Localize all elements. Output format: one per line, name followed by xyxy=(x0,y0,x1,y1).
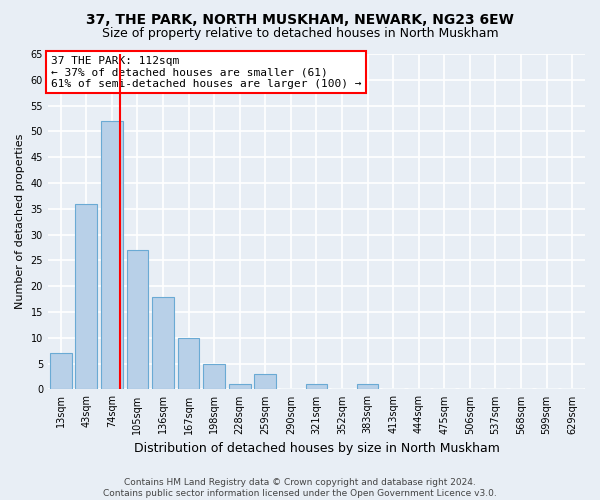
Text: Size of property relative to detached houses in North Muskham: Size of property relative to detached ho… xyxy=(101,28,499,40)
X-axis label: Distribution of detached houses by size in North Muskham: Distribution of detached houses by size … xyxy=(134,442,499,455)
Bar xyxy=(178,338,199,390)
Bar xyxy=(50,354,71,390)
Bar xyxy=(305,384,328,390)
Bar xyxy=(203,364,225,390)
Text: Contains HM Land Registry data © Crown copyright and database right 2024.
Contai: Contains HM Land Registry data © Crown c… xyxy=(103,478,497,498)
Text: 37, THE PARK, NORTH MUSKHAM, NEWARK, NG23 6EW: 37, THE PARK, NORTH MUSKHAM, NEWARK, NG2… xyxy=(86,12,514,26)
Text: 37 THE PARK: 112sqm
← 37% of detached houses are smaller (61)
61% of semi-detach: 37 THE PARK: 112sqm ← 37% of detached ho… xyxy=(50,56,361,89)
Bar xyxy=(229,384,251,390)
Bar xyxy=(357,384,379,390)
Bar xyxy=(127,250,148,390)
Bar xyxy=(152,296,174,390)
Bar xyxy=(76,204,97,390)
Bar xyxy=(254,374,276,390)
Y-axis label: Number of detached properties: Number of detached properties xyxy=(15,134,25,310)
Bar xyxy=(101,121,123,390)
